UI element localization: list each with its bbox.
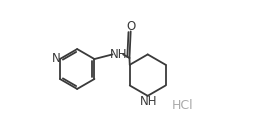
Text: HCl: HCl (172, 99, 194, 112)
Text: NH: NH (140, 95, 157, 108)
Text: O: O (126, 20, 136, 33)
Text: N: N (52, 52, 61, 65)
Text: NH: NH (109, 48, 127, 61)
